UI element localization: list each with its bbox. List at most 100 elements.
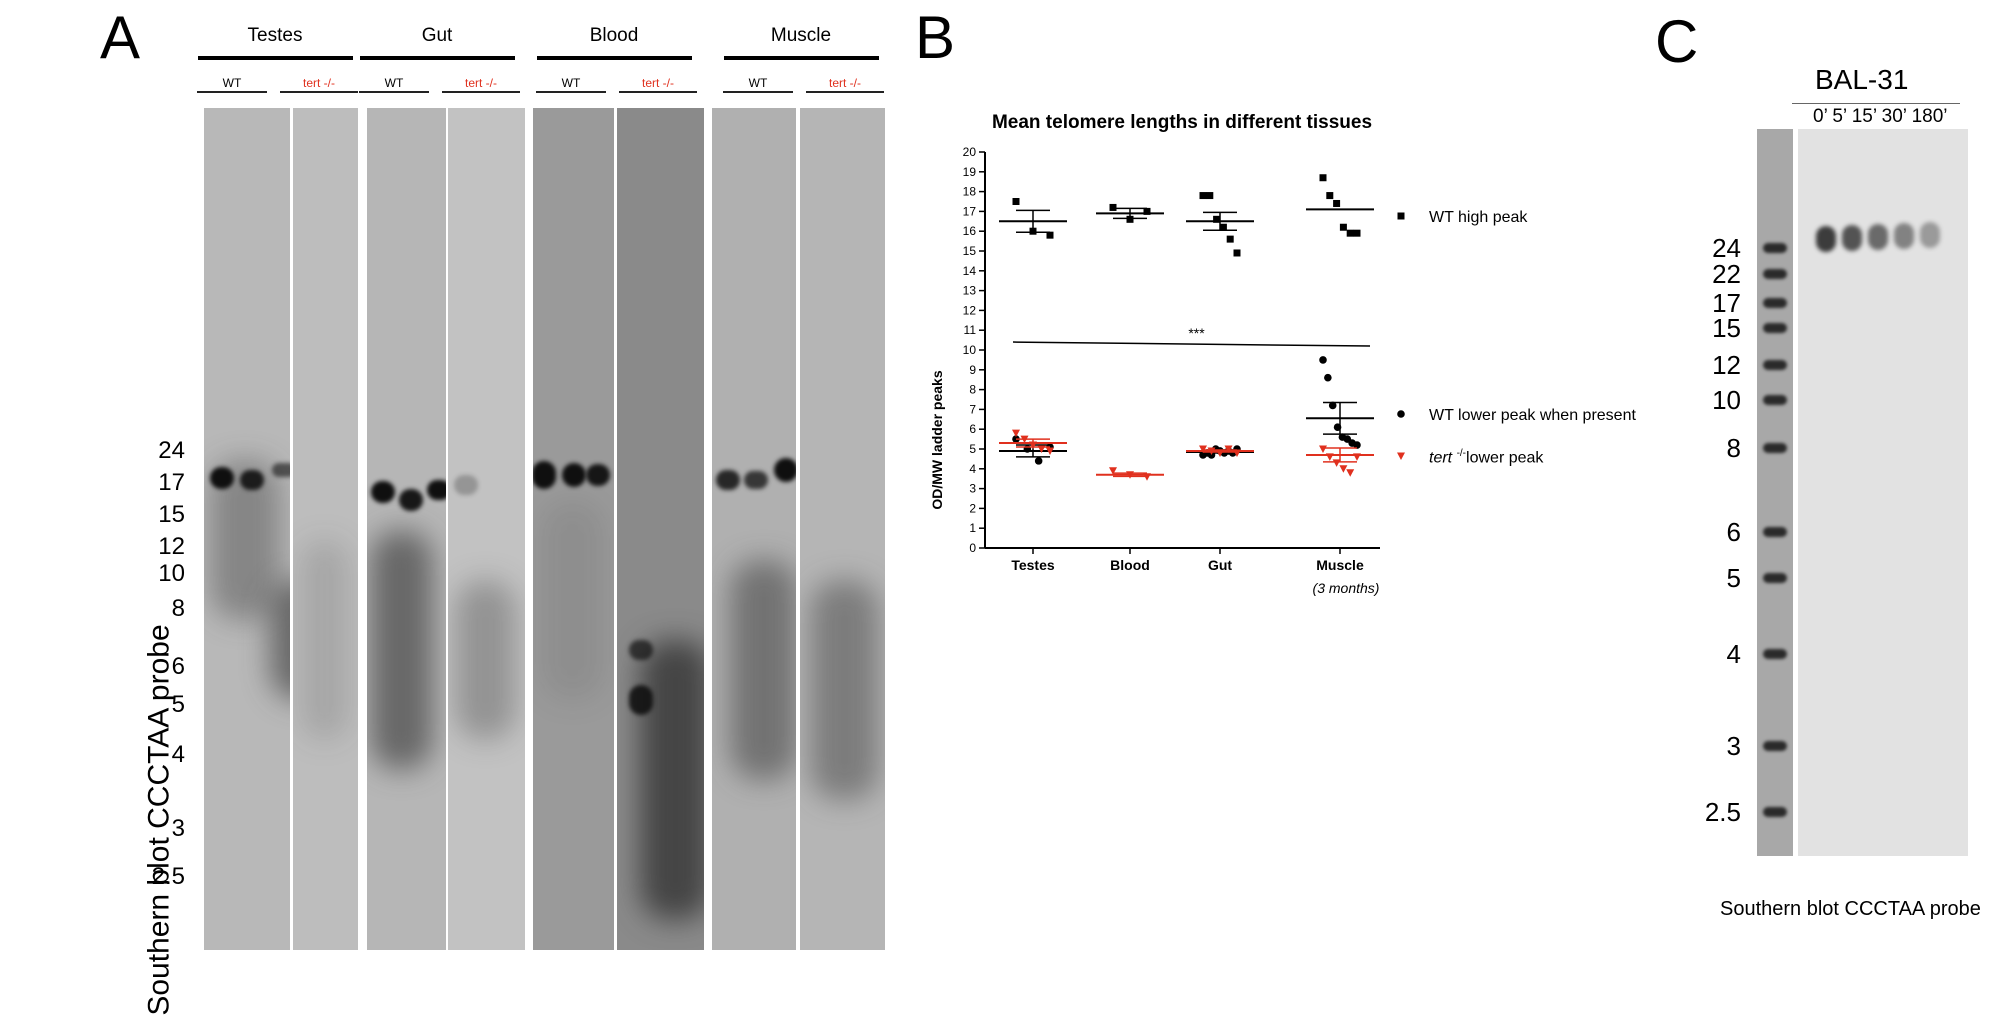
gel-smear xyxy=(270,580,290,700)
legend-item: tert -/-lower peak xyxy=(1395,447,1795,469)
chart-marks: *** xyxy=(999,174,1374,481)
data-point xyxy=(1046,231,1054,239)
genotype-label-tert: tert -/- xyxy=(642,76,674,90)
tissue-label-gut: Gut xyxy=(421,25,453,46)
ladder-band xyxy=(1763,360,1787,370)
legend-marker-square-icon xyxy=(1395,209,1417,227)
data-point xyxy=(1012,429,1020,438)
tissue-bar xyxy=(359,56,515,60)
tissue-label-muscle: Muscle xyxy=(770,25,832,46)
genotype-label-wt: WT xyxy=(384,76,404,90)
gel-lane xyxy=(293,108,358,950)
mw-marker: 4 xyxy=(171,741,185,768)
mw-marker: 17 xyxy=(158,469,185,496)
chart-y-label: OD/MW ladder peaks xyxy=(929,370,945,509)
ladder-band xyxy=(1763,443,1787,453)
data-point xyxy=(1199,192,1207,200)
ladder-band xyxy=(1763,807,1787,817)
panel-letter-c: C xyxy=(1655,8,1699,75)
ladder-band xyxy=(1763,395,1787,405)
mw-marker: 24 xyxy=(1712,233,1741,263)
tissue-bar xyxy=(197,56,353,60)
gel-lane xyxy=(712,108,796,950)
y-tick-label: 12 xyxy=(963,303,977,317)
chart-legend: WT high peak WT lower peak when present te… xyxy=(1395,195,1795,467)
data-point xyxy=(1109,203,1117,211)
y-tick-label: 15 xyxy=(963,244,977,258)
legend-marker xyxy=(1397,410,1405,418)
x-tick-label: Gut xyxy=(1208,557,1232,573)
significance-bar xyxy=(1012,341,1371,347)
gel-smear xyxy=(640,640,704,920)
gel-band xyxy=(399,489,423,511)
ladder-band xyxy=(1763,741,1787,751)
gel-lane xyxy=(448,108,525,950)
gel-band xyxy=(454,475,478,495)
legend-label: tert -/-lower peak xyxy=(1429,448,1543,467)
data-point xyxy=(1319,445,1327,453)
gel-band xyxy=(533,461,556,489)
gel-lane xyxy=(800,108,885,950)
gel-band xyxy=(562,463,586,487)
mw-marker: 10 xyxy=(158,560,185,587)
genotype-bar-wt xyxy=(536,91,606,93)
x-tick-label: Testes xyxy=(1011,557,1055,573)
mw-marker: 12 xyxy=(158,533,185,560)
mw-marker: 2.5 xyxy=(151,863,185,890)
sample-band xyxy=(1920,222,1940,248)
genotype-label-wt: WT xyxy=(748,76,768,90)
panel-letter-b: B xyxy=(915,4,956,71)
gel-lane xyxy=(533,108,614,950)
data-point xyxy=(1319,174,1327,182)
y-tick-label: 0 xyxy=(969,541,976,555)
tissue-label-blood: Blood xyxy=(589,25,639,46)
y-tick-label: 8 xyxy=(969,383,976,397)
gel-band xyxy=(210,467,234,489)
tissue-label-testes: Testes xyxy=(247,25,303,46)
gel-band xyxy=(272,463,290,477)
legend-label-rest: lower peak xyxy=(1466,449,1544,467)
data-point xyxy=(1346,229,1354,237)
gel-smear xyxy=(730,560,796,780)
genotype-label-tert: tert -/- xyxy=(829,76,861,90)
mw-marker: 15 xyxy=(1712,313,1741,343)
gel-band xyxy=(716,470,740,490)
gel-band xyxy=(427,480,446,500)
mw-marker: 2.5 xyxy=(1704,797,1741,827)
gel-smear xyxy=(370,530,433,770)
y-tick-label: 3 xyxy=(969,482,976,496)
genotype-label-tert: tert -/- xyxy=(465,76,497,90)
genotype-bar-tert xyxy=(442,91,520,93)
ladder-band xyxy=(1763,298,1787,308)
mw-marker: 6 xyxy=(171,653,185,680)
data-point xyxy=(1346,469,1355,477)
chart-title: Mean telomere lengths in different tissu… xyxy=(992,112,1372,133)
data-point xyxy=(1226,235,1234,243)
data-point xyxy=(1319,356,1327,364)
y-tick-label: 5 xyxy=(969,442,976,456)
mw-marker: 22 xyxy=(1712,259,1741,289)
y-tick-label: 9 xyxy=(969,363,976,377)
sample-band xyxy=(1842,225,1862,251)
ladder-band xyxy=(1763,573,1787,583)
gel-smear xyxy=(455,580,516,740)
legend-label: WT lower peak when present xyxy=(1429,407,1636,424)
sample-band xyxy=(1894,223,1914,249)
gel-lane xyxy=(617,108,704,950)
data-point xyxy=(1326,192,1334,200)
legend-marker-circle-icon xyxy=(1395,407,1417,425)
data-point xyxy=(1233,249,1241,257)
telomere-length-chart: Mean telomere lengths in different tissu… xyxy=(929,112,1380,596)
genotype-bar-tert xyxy=(806,91,884,93)
genotype-label-wt: WT xyxy=(561,76,581,90)
x-tick-label: Blood xyxy=(1110,557,1150,573)
y-tick-label: 16 xyxy=(963,224,977,238)
tissue-bar xyxy=(536,56,692,60)
gel-band xyxy=(586,464,610,486)
y-tick-label: 19 xyxy=(963,165,977,179)
genotype-label-wt: WT xyxy=(222,76,242,90)
mw-marker: 3 xyxy=(1726,731,1741,761)
gel-lane xyxy=(204,108,290,950)
legend-marker xyxy=(1397,452,1405,460)
